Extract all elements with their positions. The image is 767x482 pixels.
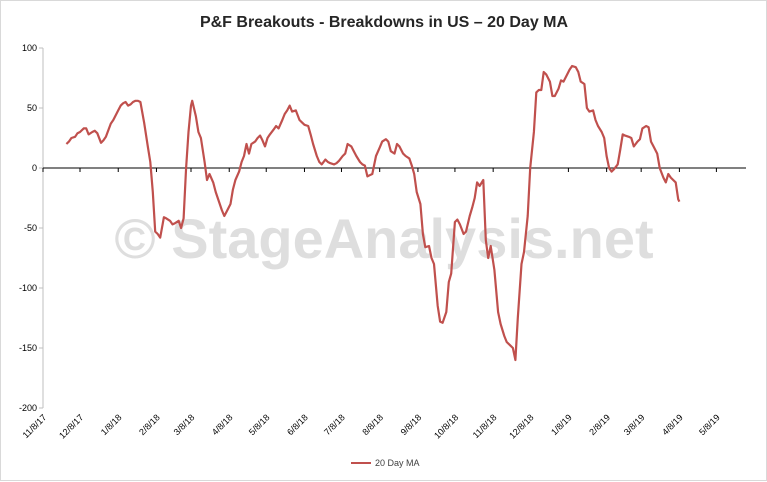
legend-label: 20 Day MA bbox=[375, 458, 420, 468]
x-tick-label: 7/8/18 bbox=[322, 412, 347, 437]
x-tick-label: 9/8/18 bbox=[399, 412, 424, 437]
y-tick-label: 100 bbox=[22, 43, 37, 53]
x-tick-label: 5/8/19 bbox=[697, 412, 722, 437]
x-tick-label: 8/8/18 bbox=[360, 412, 385, 437]
legend: 20 Day MA bbox=[351, 458, 420, 468]
x-tick-label: 11/8/18 bbox=[471, 412, 499, 440]
x-tick-label: 12/8/17 bbox=[57, 412, 85, 440]
y-tick-label: -100 bbox=[19, 283, 37, 293]
series-line bbox=[65, 64, 681, 362]
x-tick-label: 4/8/19 bbox=[660, 412, 685, 437]
x-tick-label: 3/8/19 bbox=[622, 412, 647, 437]
y-tick-label: -50 bbox=[24, 223, 37, 233]
chart-title: P&F Breakouts - Breakdowns in US – 20 Da… bbox=[200, 14, 569, 31]
x-tick-label: 2/8/18 bbox=[137, 412, 162, 437]
x-tick-label: 3/8/18 bbox=[172, 412, 197, 437]
x-tick-label: 11/8/17 bbox=[21, 412, 49, 440]
y-tick-label: -150 bbox=[19, 343, 37, 353]
x-tick-label: 10/8/18 bbox=[432, 412, 460, 440]
x-tick-label: 6/8/18 bbox=[285, 412, 310, 437]
x-tick-label: 4/8/18 bbox=[210, 412, 235, 437]
x-tick-label: 12/8/18 bbox=[507, 412, 535, 440]
x-tick-label: 1/8/18 bbox=[99, 412, 124, 437]
x-tick-label: 5/8/18 bbox=[247, 412, 272, 437]
series-layer bbox=[65, 64, 681, 362]
x-tick-label: 2/8/19 bbox=[587, 412, 612, 437]
x-tick-label: 1/8/19 bbox=[549, 412, 574, 437]
y-tick-label: 0 bbox=[32, 163, 37, 173]
watermark: © StageAnalysis.net bbox=[114, 207, 653, 270]
y-tick-label: -200 bbox=[19, 403, 37, 413]
y-tick-label: 50 bbox=[27, 103, 37, 113]
y-tick-labels: 100 50 0 -50 -100 -150 -200 bbox=[19, 43, 43, 413]
